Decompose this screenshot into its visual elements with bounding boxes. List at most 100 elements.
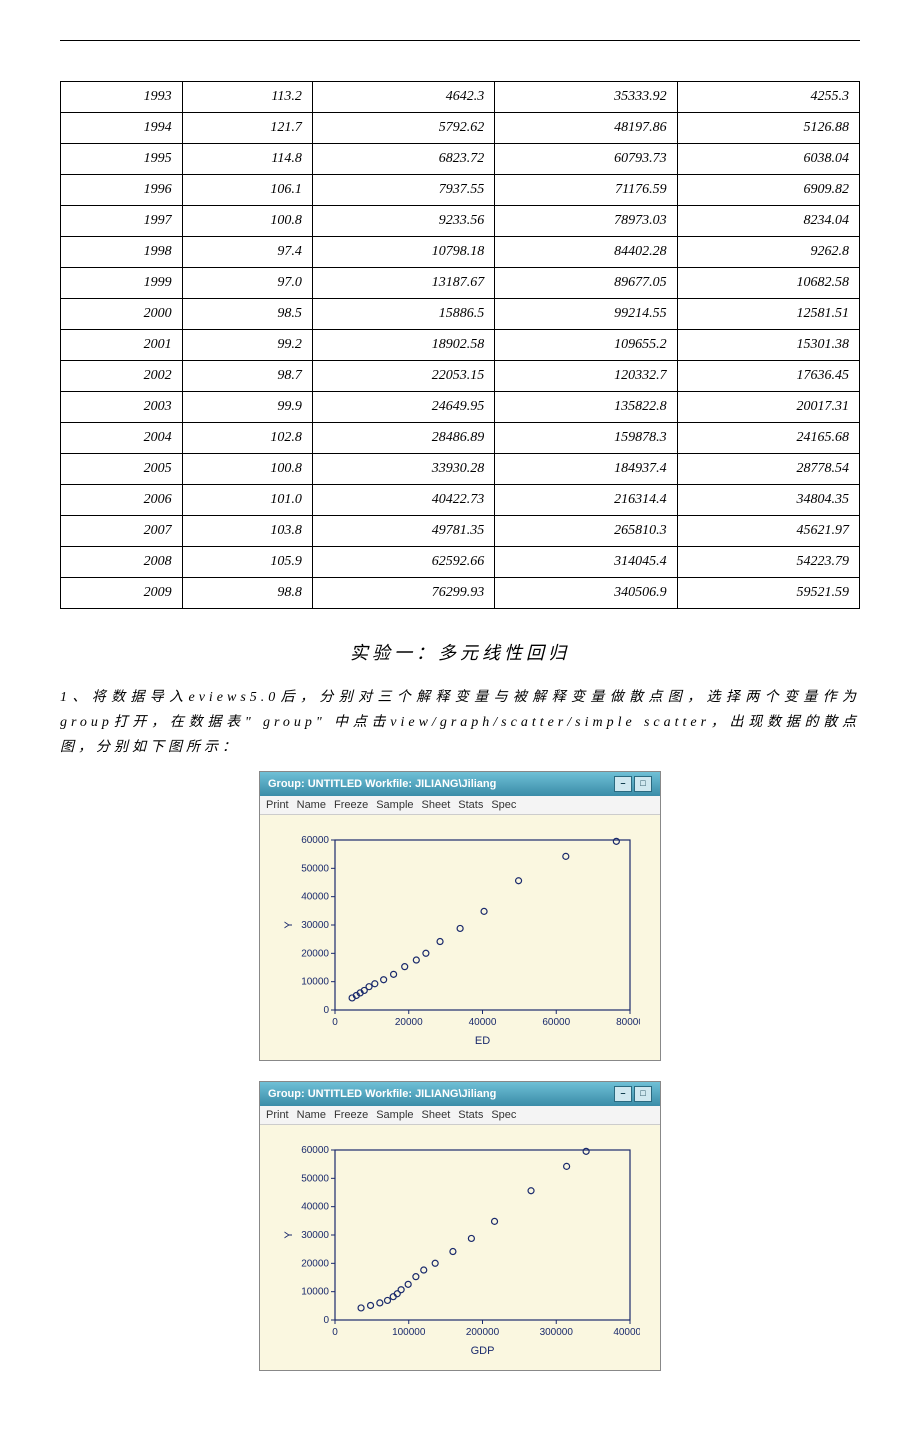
table-cell: 98.8 xyxy=(182,578,312,609)
data-point xyxy=(381,976,387,982)
table-cell: 2008 xyxy=(61,547,183,578)
svg-text:50000: 50000 xyxy=(301,863,329,874)
svg-text:40000: 40000 xyxy=(301,891,329,902)
svg-text:100000: 100000 xyxy=(392,1327,426,1338)
table-cell: 18902.58 xyxy=(312,330,494,361)
svg-text:300000: 300000 xyxy=(540,1327,574,1338)
svg-text:400000: 400000 xyxy=(613,1327,640,1338)
table-cell: 62592.66 xyxy=(312,547,494,578)
toolbar-item[interactable]: Name xyxy=(297,799,326,811)
charts-container: Group: UNTITLED Workfile: JILIANG\Jilian… xyxy=(60,771,860,1371)
table-cell: 2006 xyxy=(61,485,183,516)
table-row: 1995114.86823.7260793.736038.04 xyxy=(61,144,860,175)
svg-text:20000: 20000 xyxy=(301,948,329,959)
table-cell: 5126.88 xyxy=(677,113,859,144)
toolbar-item[interactable]: Print xyxy=(266,1109,289,1121)
table-cell: 8234.04 xyxy=(677,206,859,237)
table-cell: 76299.93 xyxy=(312,578,494,609)
chart-toolbar: Print Name Freeze Sample Sheet Stats Spec xyxy=(260,1106,660,1125)
data-point xyxy=(372,980,378,986)
toolbar-item[interactable]: Freeze xyxy=(334,1109,368,1121)
table-cell: 7937.55 xyxy=(312,175,494,206)
data-point xyxy=(398,1286,404,1292)
window-control-button[interactable]: – xyxy=(614,1086,632,1102)
data-point xyxy=(421,1267,427,1273)
table-cell: 98.5 xyxy=(182,299,312,330)
table-row: 1993113.24642.335333.924255.3 xyxy=(61,82,860,113)
table-cell: 97.4 xyxy=(182,237,312,268)
table-cell: 20017.31 xyxy=(677,392,859,423)
table-cell: 4642.3 xyxy=(312,82,494,113)
toolbar-item[interactable]: Print xyxy=(266,799,289,811)
svg-text:10000: 10000 xyxy=(301,976,329,987)
data-point xyxy=(481,908,487,914)
table-cell: 10682.58 xyxy=(677,268,859,299)
svg-text:0: 0 xyxy=(332,1017,338,1028)
table-cell: 99214.55 xyxy=(495,299,677,330)
table-row: 2007103.849781.35265810.345621.97 xyxy=(61,516,860,547)
table-cell: 1998 xyxy=(61,237,183,268)
window-titlebar: Group: UNTITLED Workfile: JILIANG\Jilian… xyxy=(260,772,660,796)
toolbar-item[interactable]: Sheet xyxy=(422,1109,451,1121)
toolbar-item[interactable]: Name xyxy=(297,1109,326,1121)
toolbar-item[interactable]: Spec xyxy=(491,1109,516,1121)
window-control-button[interactable]: □ xyxy=(634,1086,652,1102)
svg-text:60000: 60000 xyxy=(542,1017,570,1028)
svg-text:60000: 60000 xyxy=(301,835,329,846)
svg-text:ED: ED xyxy=(475,1035,490,1047)
table-cell: 78973.03 xyxy=(495,206,677,237)
table-row: 200098.515886.599214.5512581.51 xyxy=(61,299,860,330)
table-row: 2005100.833930.28184937.428778.54 xyxy=(61,454,860,485)
table-cell: 33930.28 xyxy=(312,454,494,485)
table-cell: 24649.95 xyxy=(312,392,494,423)
toolbar-item[interactable]: Freeze xyxy=(334,799,368,811)
table-cell: 113.2 xyxy=(182,82,312,113)
toolbar-item[interactable]: Stats xyxy=(458,1109,483,1121)
table-cell: 49781.35 xyxy=(312,516,494,547)
toolbar-item[interactable]: Sheet xyxy=(422,799,451,811)
data-point xyxy=(413,1273,419,1279)
table-cell: 24165.68 xyxy=(677,423,859,454)
data-point xyxy=(413,957,419,963)
table-cell: 102.8 xyxy=(182,423,312,454)
table-cell: 6823.72 xyxy=(312,144,494,175)
table-cell: 6909.82 xyxy=(677,175,859,206)
table-cell: 48197.86 xyxy=(495,113,677,144)
table-cell: 314045.4 xyxy=(495,547,677,578)
svg-text:60000: 60000 xyxy=(301,1145,329,1156)
table-row: 1997100.89233.5678973.038234.04 xyxy=(61,206,860,237)
data-point xyxy=(613,838,619,844)
table-cell: 184937.4 xyxy=(495,454,677,485)
data-point xyxy=(377,1299,383,1305)
chart-toolbar: Print Name Freeze Sample Sheet Stats Spec xyxy=(260,796,660,815)
svg-text:40000: 40000 xyxy=(469,1017,497,1028)
svg-text:30000: 30000 xyxy=(301,920,329,931)
table-cell: 4255.3 xyxy=(677,82,859,113)
toolbar-item[interactable]: Sample xyxy=(376,799,413,811)
table-cell: 35333.92 xyxy=(495,82,677,113)
table-cell: 9262.8 xyxy=(677,237,859,268)
table-cell: 216314.4 xyxy=(495,485,677,516)
table-row: 2006101.040422.73216314.434804.35 xyxy=(61,485,860,516)
table-cell: 106.1 xyxy=(182,175,312,206)
window-control-button[interactable]: – xyxy=(614,776,632,792)
table-cell: 89677.05 xyxy=(495,268,677,299)
table-cell: 34804.35 xyxy=(677,485,859,516)
chart-window: Group: UNTITLED Workfile: JILIANG\Jilian… xyxy=(259,1081,661,1371)
scatter-chart: 0100002000030000400005000060000020000400… xyxy=(280,830,640,1050)
toolbar-item[interactable]: Stats xyxy=(458,799,483,811)
table-cell: 84402.28 xyxy=(495,237,677,268)
body-paragraph: 1、将数据导入eviews5.0后，分别对三个解释变量与被解释变量做散点图，选择… xyxy=(60,685,860,761)
table-cell: 2004 xyxy=(61,423,183,454)
table-row: 1994121.75792.6248197.865126.88 xyxy=(61,113,860,144)
data-point xyxy=(583,1148,589,1154)
table-cell: 6038.04 xyxy=(677,144,859,175)
chart-window: Group: UNTITLED Workfile: JILIANG\Jilian… xyxy=(259,771,661,1061)
window-control-button[interactable]: □ xyxy=(634,776,652,792)
table-cell: 12581.51 xyxy=(677,299,859,330)
toolbar-item[interactable]: Spec xyxy=(491,799,516,811)
table-cell: 1993 xyxy=(61,82,183,113)
table-cell: 101.0 xyxy=(182,485,312,516)
data-point xyxy=(391,971,397,977)
toolbar-item[interactable]: Sample xyxy=(376,1109,413,1121)
